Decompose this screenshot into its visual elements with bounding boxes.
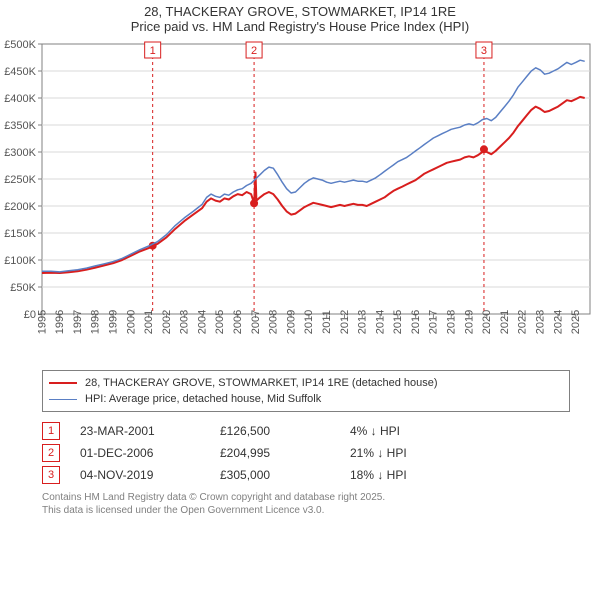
sale-delta: 18% ↓ HPI: [350, 468, 470, 482]
x-tick-label: 2001: [143, 310, 155, 334]
y-tick-label: £250K: [4, 174, 36, 186]
x-tick-label: 2010: [303, 310, 315, 334]
x-tick-label: 2011: [321, 310, 333, 334]
y-tick-label: £150K: [4, 228, 36, 240]
y-tick-label: £450K: [4, 66, 36, 78]
chart-container: £0 £50K £100K £150K £200K £250K £300K £350K £400…: [0, 34, 600, 364]
x-tick-label: 1996: [54, 310, 66, 334]
y-tick-label: £0: [24, 309, 36, 321]
legend-label-hpi: HPI: Average price, detached house, Mid …: [85, 393, 321, 405]
legend: 28, THACKERAY GROVE, STOWMARKET, IP14 1R…: [42, 370, 570, 412]
x-tick-label: 2012: [339, 310, 351, 334]
x-tick-label: 2000: [125, 310, 137, 334]
sale-delta: 21% ↓ HPI: [350, 446, 470, 460]
x-tick-label: 1995: [36, 310, 48, 334]
x-tick-label: 2004: [196, 310, 208, 334]
legend-label-price-paid: 28, THACKERAY GROVE, STOWMARKET, IP14 1R…: [85, 377, 438, 389]
series-marker: [250, 199, 258, 207]
x-tick-label: 2024: [552, 310, 564, 334]
x-tick-label: 2015: [392, 310, 404, 334]
series-marker: [480, 145, 488, 153]
sales-row: 3 04-NOV-2019 £305,000 18% ↓ HPI: [42, 464, 570, 486]
x-tick-label: 2019: [463, 310, 475, 334]
x-tick-label: 1998: [90, 310, 102, 334]
x-tick-label: 2007: [250, 310, 262, 334]
x-tick-label: 2021: [499, 310, 511, 334]
x-tick-label: 1999: [107, 310, 119, 334]
legend-item-hpi: HPI: Average price, detached house, Mid …: [49, 391, 563, 407]
x-tick-label: 2003: [179, 310, 191, 334]
sale-date: 23-MAR-2001: [80, 424, 220, 438]
sale-vline-label: 3: [481, 45, 487, 57]
sale-price: £126,500: [220, 424, 350, 438]
y-tick-label: £50K: [10, 282, 36, 294]
chart-title-line1: 28, THACKERAY GROVE, STOWMARKET, IP14 1R…: [0, 4, 600, 19]
sale-marker-badge: 1: [42, 422, 60, 440]
price-hpi-line-chart: £0 £50K £100K £150K £200K £250K £300K £350K £400…: [0, 34, 600, 364]
footer-line1: Contains HM Land Registry data © Crown c…: [42, 492, 570, 505]
sale-date: 01-DEC-2006: [80, 446, 220, 460]
attribution-footer: Contains HM Land Registry data © Crown c…: [42, 492, 570, 517]
legend-swatch-hpi: [49, 399, 77, 400]
y-tick-label: £400K: [4, 93, 36, 105]
sale-marker-badge: 3: [42, 466, 60, 484]
x-tick-label: 2017: [428, 310, 440, 334]
legend-item-price-paid: 28, THACKERAY GROVE, STOWMARKET, IP14 1R…: [49, 375, 563, 391]
sales-row: 2 01-DEC-2006 £204,995 21% ↓ HPI: [42, 442, 570, 464]
x-tick-label: 2020: [481, 310, 493, 334]
y-tick-label: £350K: [4, 120, 36, 132]
x-tick-label: 2005: [214, 310, 226, 334]
y-tick-label: £500K: [4, 39, 36, 51]
sale-date: 04-NOV-2019: [80, 468, 220, 482]
x-tick-label: 1997: [72, 310, 84, 334]
sale-vline-label: 2: [251, 45, 257, 57]
x-tick-label: 2013: [357, 310, 369, 334]
sales-row: 1 23-MAR-2001 £126,500 4% ↓ HPI: [42, 420, 570, 442]
x-tick-label: 2022: [517, 310, 529, 334]
x-tick-label: 2018: [446, 310, 458, 334]
sale-price: £204,995: [220, 446, 350, 460]
x-tick-label: 2006: [232, 310, 244, 334]
sale-marker-badge: 2: [42, 444, 60, 462]
x-tick-label: 2002: [161, 310, 173, 334]
y-tick-label: £300K: [4, 147, 36, 159]
x-tick-label: 2014: [374, 310, 386, 334]
sale-delta: 4% ↓ HPI: [350, 424, 470, 438]
y-tick-label: £200K: [4, 201, 36, 213]
y-tick-label: £100K: [4, 255, 36, 267]
sales-table: 1 23-MAR-2001 £126,500 4% ↓ HPI 2 01-DEC…: [42, 420, 570, 486]
legend-swatch-price-paid: [49, 382, 77, 384]
sale-vline-label: 1: [150, 45, 156, 57]
chart-title-block: 28, THACKERAY GROVE, STOWMARKET, IP14 1R…: [0, 0, 600, 34]
footer-line2: This data is licensed under the Open Gov…: [42, 505, 570, 518]
x-tick-label: 2025: [570, 310, 582, 334]
chart-title-line2: Price paid vs. HM Land Registry's House …: [0, 19, 600, 34]
x-tick-label: 2009: [285, 310, 297, 334]
x-tick-label: 2016: [410, 310, 422, 334]
x-tick-label: 2023: [534, 310, 546, 334]
x-tick-label: 2008: [268, 310, 280, 334]
sale-price: £305,000: [220, 468, 350, 482]
